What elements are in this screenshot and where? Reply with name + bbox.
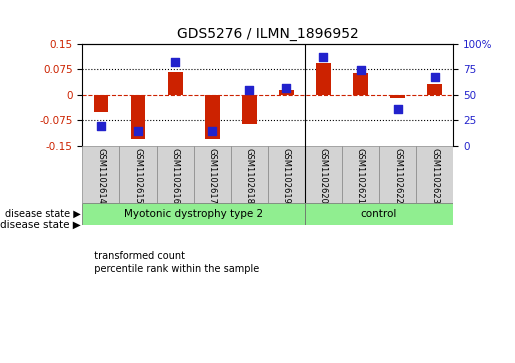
Point [245, 87, 253, 93]
Text: Myotonic dystrophy type 2: Myotonic dystrophy type 2 [124, 209, 263, 219]
Title: GDS5276 / ILMN_1896952: GDS5276 / ILMN_1896952 [177, 27, 358, 41]
Text: GSM1102618: GSM1102618 [245, 148, 254, 204]
Bar [119, 146, 157, 203]
Bar [231, 146, 268, 203]
Text: disease state ▶: disease state ▶ [0, 220, 81, 230]
Point [282, 85, 290, 90]
Bar [390, 95, 405, 98]
Bar [316, 63, 331, 95]
Point [319, 54, 328, 60]
Bar [268, 146, 305, 203]
Bar [82, 146, 119, 203]
Text: GSM1102621: GSM1102621 [356, 148, 365, 204]
Bar [342, 146, 379, 203]
Text: GSM1102617: GSM1102617 [208, 148, 217, 204]
Bar [168, 72, 182, 95]
Point [431, 74, 439, 80]
Bar [416, 146, 453, 203]
Text: GSM1102620: GSM1102620 [319, 148, 328, 204]
Point [356, 67, 365, 73]
Text: disease state ▶: disease state ▶ [5, 209, 81, 219]
Point [208, 128, 216, 134]
Bar [194, 146, 231, 203]
Bar [379, 146, 416, 203]
Point [97, 123, 105, 129]
Bar [427, 84, 442, 95]
Bar [205, 95, 219, 139]
Text: percentile rank within the sample: percentile rank within the sample [88, 264, 259, 274]
Text: GSM1102614: GSM1102614 [96, 148, 106, 204]
Point [171, 59, 179, 65]
Bar [131, 95, 145, 139]
Point [134, 128, 142, 134]
Text: GSM1102622: GSM1102622 [393, 148, 402, 204]
Bar [279, 90, 294, 95]
Bar [242, 95, 256, 124]
Bar [82, 203, 305, 225]
Text: GSM1102615: GSM1102615 [133, 148, 143, 204]
Point [393, 106, 402, 112]
Text: control: control [361, 209, 397, 219]
Text: transformed count: transformed count [88, 251, 184, 261]
Text: GSM1102619: GSM1102619 [282, 148, 291, 204]
Text: GSM1102616: GSM1102616 [170, 148, 180, 204]
Bar [353, 73, 368, 95]
Bar [305, 203, 453, 225]
Text: GSM1102623: GSM1102623 [430, 148, 439, 204]
Bar [157, 146, 194, 203]
Bar [94, 95, 108, 112]
Bar [305, 146, 342, 203]
